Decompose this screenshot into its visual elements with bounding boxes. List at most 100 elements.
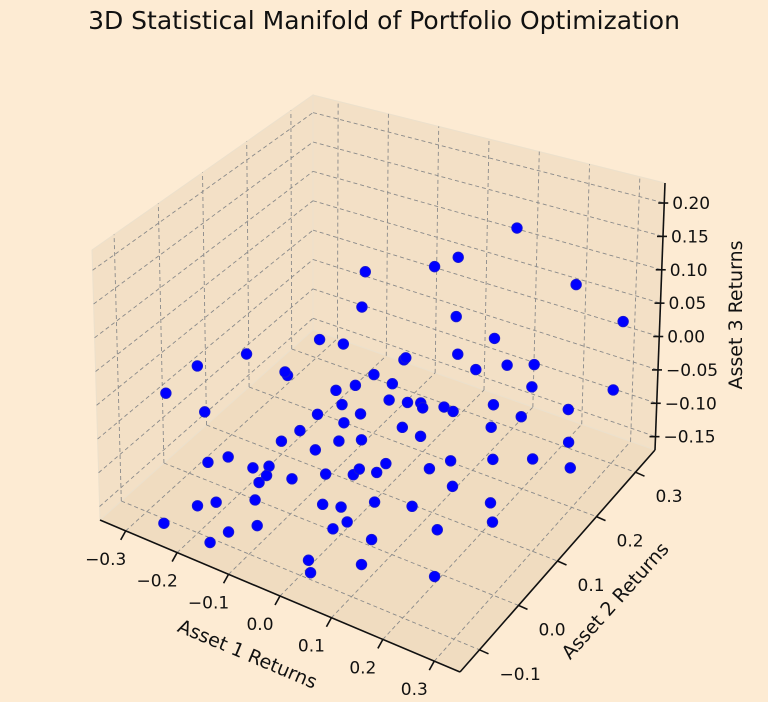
data-point	[355, 558, 368, 571]
data-point	[359, 266, 372, 278]
tick-label: 0.15	[671, 227, 709, 247]
data-point	[327, 523, 339, 535]
x-tick	[377, 639, 384, 649]
data-point	[452, 348, 464, 360]
data-point	[617, 315, 629, 328]
data-point	[349, 379, 362, 392]
tick-label: −0.2	[137, 572, 178, 592]
tick-label: 0.3	[401, 680, 428, 700]
tick-label: 0.2	[617, 532, 644, 552]
tick-label: 0.0	[246, 615, 273, 635]
data-point	[450, 310, 462, 323]
gridline-x	[630, 176, 641, 442]
data-point	[368, 496, 381, 508]
gridline-z	[312, 317, 656, 438]
data-point	[416, 402, 429, 414]
data-point	[333, 435, 345, 447]
gridline-x	[433, 441, 631, 662]
data-point	[487, 453, 499, 466]
data-point	[199, 406, 211, 418]
gridline-z	[97, 259, 314, 440]
chart-title: 3D Statistical Manifold of Portfolio Opt…	[88, 6, 680, 35]
x-tick	[222, 573, 230, 584]
data-point	[356, 301, 368, 313]
tick-label: 0.1	[298, 637, 325, 657]
gridline-y	[291, 348, 636, 473]
x-tick	[171, 552, 178, 562]
data-point	[160, 387, 172, 399]
data-point	[294, 424, 306, 437]
data-point	[353, 463, 366, 475]
gridline-z	[312, 229, 660, 337]
z-axis-label: Asset 3 Returns	[725, 240, 747, 389]
data-point	[431, 524, 443, 536]
tick-label: 0.05	[669, 294, 707, 314]
data-point	[570, 278, 582, 291]
gridline-y	[121, 500, 480, 651]
data-point	[337, 338, 350, 350]
gridline-y	[113, 234, 122, 502]
data-points	[158, 222, 629, 583]
data-point	[486, 516, 499, 528]
data-point	[526, 381, 538, 393]
data-point	[309, 444, 322, 456]
data-point	[335, 501, 347, 513]
data-point	[438, 401, 450, 413]
data-point	[253, 476, 265, 489]
gridline-x	[385, 113, 389, 356]
gridline-z	[94, 171, 314, 339]
data-point	[383, 394, 395, 406]
data-point	[607, 384, 619, 396]
data-point	[240, 348, 253, 360]
tick-label: −0.15	[664, 428, 716, 448]
data-point	[487, 399, 500, 411]
gridline-z	[92, 112, 314, 271]
data-point	[452, 251, 464, 263]
gridline-z	[312, 141, 664, 237]
data-point	[515, 411, 527, 423]
x-tick	[274, 595, 281, 606]
gridline-x	[125, 338, 338, 532]
data-point	[210, 496, 222, 508]
data-point	[249, 494, 261, 506]
gridline-x	[279, 389, 485, 597]
data-point	[286, 473, 298, 485]
data-point	[279, 366, 291, 378]
data-point	[484, 497, 497, 509]
data-point	[222, 451, 234, 463]
data-point	[501, 359, 513, 371]
tick-label: 0.20	[672, 194, 710, 214]
tick-label: −0.05	[666, 361, 718, 381]
tick-label: 0.0	[539, 620, 566, 640]
gridline-z	[98, 288, 314, 474]
data-point	[354, 408, 367, 420]
x-tick	[120, 530, 127, 541]
tick-label: −0.10	[665, 394, 717, 414]
data-point	[355, 434, 368, 446]
z-axis-line	[654, 182, 666, 451]
y-tick	[596, 515, 606, 522]
gridline-z	[96, 229, 314, 406]
data-point	[316, 498, 329, 511]
data-point	[222, 526, 235, 538]
data-point	[447, 405, 459, 418]
tick-label: −0.1	[188, 593, 229, 613]
data-point	[260, 469, 273, 482]
data-point	[302, 554, 315, 566]
data-point	[330, 384, 342, 397]
gridline-y	[157, 203, 165, 464]
data-point	[336, 398, 348, 411]
data-point	[526, 453, 539, 465]
gridline-x	[581, 164, 591, 425]
data-point	[564, 462, 576, 474]
gridline-x	[434, 126, 440, 373]
data-point	[528, 358, 540, 371]
data-point	[247, 462, 259, 474]
data-point	[371, 466, 383, 479]
data-point	[488, 332, 501, 345]
y-tick	[479, 649, 489, 655]
gridline-y	[163, 462, 519, 606]
data-point	[304, 567, 317, 579]
data-point	[263, 460, 275, 472]
data-point	[251, 519, 263, 532]
